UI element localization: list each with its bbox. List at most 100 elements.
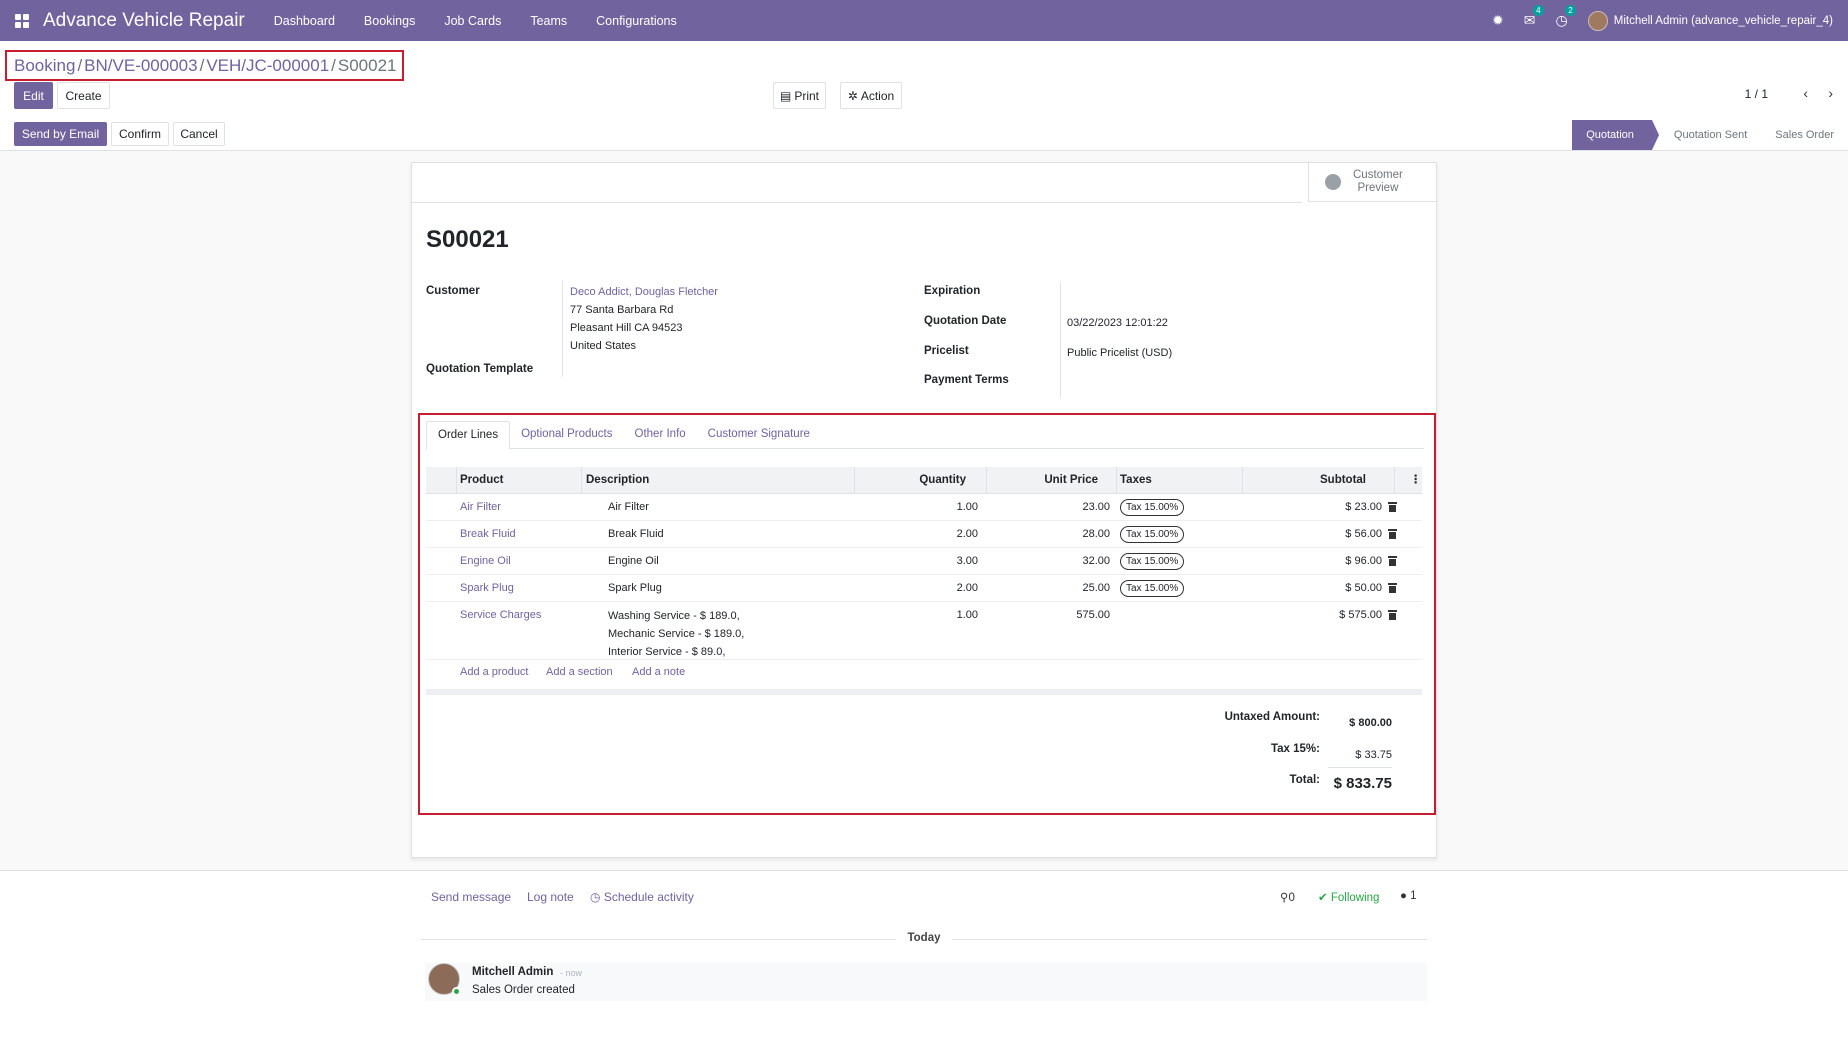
divider	[1060, 281, 1061, 399]
total-label: Total:	[1289, 774, 1320, 786]
attachments-button[interactable]: ⚲0	[1280, 890, 1295, 904]
row-description: Air Filter	[608, 501, 649, 513]
user-avatar[interactable]	[1587, 10, 1608, 31]
tab-customer-signature[interactable]: Customer Signature	[707, 428, 810, 440]
user-menu[interactable]: Mitchell Admin (advance_vehicle_repair_4…	[1613, 14, 1833, 27]
following-button[interactable]: ✔ Following	[1318, 890, 1379, 904]
menu-dashboard[interactable]: Dashboard	[273, 13, 335, 28]
tax-value: $ 33.75	[1355, 749, 1392, 761]
add-note-link[interactable]: Add a note	[632, 666, 686, 678]
trash-icon[interactable]	[1388, 529, 1397, 539]
row-subtotal: $ 575.00	[1339, 609, 1382, 621]
breadcrumb-booking[interactable]: Booking	[14, 56, 76, 75]
app-title[interactable]: Advance Vehicle Repair	[43, 9, 245, 31]
add-product-link[interactable]: Add a product	[460, 666, 529, 678]
total-value: $ 833.75	[1333, 775, 1392, 792]
row-product[interactable]: Service Charges	[460, 609, 542, 621]
tab-optional-products[interactable]: Optional Products	[521, 428, 613, 440]
tax-badge: Tax 15.00%	[1120, 553, 1185, 570]
cancel-button[interactable]: Cancel	[173, 122, 225, 146]
systray: ✹ ✉ 4 ◷ 2 Mitchell Admin (advance_vehicle_…	[1492, 0, 1848, 41]
expiration-label: Expiration	[924, 285, 981, 297]
order-name: S00021	[426, 226, 509, 253]
row-subtotal: $ 56.00	[1345, 528, 1382, 540]
menu-bookings[interactable]: Bookings	[363, 13, 416, 28]
optional-columns-icon[interactable]: ⋮	[1410, 474, 1422, 486]
address-line-2: Pleasant Hill CA 94523	[570, 322, 683, 334]
table-row[interactable]: Air Filter Air Filter 1.00 23.00 Tax 15.…	[426, 494, 1422, 521]
schedule-activity-label: Schedule activity	[603, 890, 694, 904]
send-message-button[interactable]: Send message	[431, 890, 512, 904]
column-quantity[interactable]: Quantity	[919, 474, 966, 486]
order-lines-table: Product Description Quantity Unit Price …	[426, 467, 1422, 695]
chat-icon[interactable]: ✉ 4	[1524, 5, 1544, 29]
online-status-icon	[452, 987, 461, 996]
pager-value[interactable]: 1 / 1	[1744, 87, 1768, 101]
row-subtotal: $ 23.00	[1345, 501, 1382, 513]
row-unit-price: 23.00	[1082, 501, 1110, 513]
print-icon: ▤	[779, 88, 792, 103]
add-line-links: Add a product Add a section Add a note	[426, 660, 1422, 687]
table-row[interactable]: Break Fluid Break Fluid 2.00 28.00 Tax 1…	[426, 521, 1422, 548]
column-product[interactable]: Product	[460, 474, 504, 486]
add-section-link[interactable]: Add a section	[546, 666, 613, 678]
confirm-button[interactable]: Confirm	[111, 122, 169, 146]
table-row[interactable]: Service Charges Washing Service - $ 189.…	[426, 602, 1422, 660]
message-author[interactable]: Mitchell Admin	[472, 966, 554, 978]
row-product[interactable]: Air Filter	[460, 501, 501, 513]
apps-menu-icon[interactable]	[15, 13, 29, 28]
column-unit-price[interactable]: Unit Price	[1044, 474, 1098, 486]
customer-link[interactable]: Deco Addict, Douglas Fletcher	[570, 286, 718, 298]
divider	[1328, 767, 1392, 768]
row-product[interactable]: Engine Oil	[460, 555, 511, 567]
stage-quotation[interactable]: Quotation	[1572, 120, 1659, 150]
customer-preview-button[interactable]: Customer Preview	[1308, 163, 1436, 202]
row-product[interactable]: Break Fluid	[460, 528, 516, 540]
edit-button[interactable]: Edit	[14, 82, 53, 109]
column-description[interactable]: Description	[586, 474, 650, 486]
log-note-button[interactable]: Log note	[527, 890, 574, 904]
table-row[interactable]: Engine Oil Engine Oil 3.00 32.00 Tax 15.…	[426, 548, 1422, 575]
table-row[interactable]: Spark Plug Spark Plug 2.00 25.00 Tax 15.…	[426, 575, 1422, 602]
pager-previous-icon[interactable]: ‹	[1803, 85, 1808, 101]
trash-icon[interactable]	[1388, 610, 1397, 620]
paperclip-icon: ⚲	[1280, 892, 1289, 904]
column-subtotal[interactable]: Subtotal	[1320, 474, 1366, 486]
bug-icon[interactable]: ✹	[1492, 12, 1504, 28]
chat-badge: 4	[1533, 5, 1544, 16]
tab-order-lines[interactable]: Order Lines	[426, 421, 511, 450]
action-button[interactable]: ✲ Action	[840, 82, 902, 109]
row-subtotal: $ 50.00	[1345, 582, 1382, 594]
pager-next-icon[interactable]: ›	[1828, 85, 1833, 101]
column-taxes[interactable]: Taxes	[1120, 474, 1152, 486]
tab-other-info[interactable]: Other Info	[634, 428, 686, 440]
stage-quotation-sent[interactable]: Quotation Sent	[1673, 129, 1748, 141]
menu-configurations[interactable]: Configurations	[596, 13, 677, 28]
stage-sales-order[interactable]: Sales Order	[1775, 129, 1834, 141]
row-unit-price: 28.00	[1082, 528, 1110, 540]
print-button[interactable]: ▤ Print	[773, 82, 826, 109]
row-product[interactable]: Spark Plug	[460, 582, 514, 594]
followers-button[interactable]: ● 1	[1400, 890, 1417, 902]
send-by-email-button[interactable]: Send by Email	[14, 122, 107, 146]
schedule-activity-button[interactable]: ◷ Schedule activity	[590, 890, 694, 904]
trash-icon[interactable]	[1388, 583, 1397, 593]
form-sheet: Customer Preview S00021 Customer Deco Ad…	[411, 162, 1437, 858]
breadcrumb-job-card[interactable]: VEH/JC-000001	[206, 56, 330, 75]
following-label: Following	[1330, 892, 1380, 904]
order-lines-notebook: Order Lines Optional Products Other Info…	[418, 413, 1436, 815]
divider	[562, 281, 563, 377]
menu-job-cards[interactable]: Job Cards	[444, 13, 502, 28]
create-button[interactable]: Create	[57, 82, 110, 109]
address-line-1: 77 Santa Barbara Rd	[570, 304, 674, 316]
trash-icon[interactable]	[1388, 502, 1397, 512]
print-label: Print	[794, 88, 820, 103]
activity-clock-icon[interactable]: ◷ 2	[1556, 5, 1576, 29]
service-line: Washing Service - $ 189.0,	[608, 610, 740, 622]
row-description: Washing Service - $ 189.0, Mechanic Serv…	[608, 607, 744, 661]
menu-teams[interactable]: Teams	[530, 13, 568, 28]
row-description: Spark Plug	[608, 582, 662, 594]
breadcrumb-booking-ref[interactable]: BN/VE-000003	[84, 56, 198, 75]
table-footer-bar	[426, 689, 1422, 695]
trash-icon[interactable]	[1388, 556, 1397, 566]
